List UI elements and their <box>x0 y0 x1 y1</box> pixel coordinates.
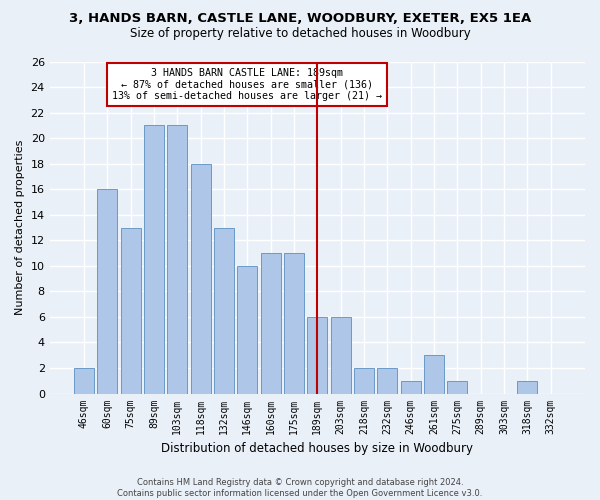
Bar <box>191 164 211 394</box>
Bar <box>517 381 538 394</box>
X-axis label: Distribution of detached houses by size in Woodbury: Distribution of detached houses by size … <box>161 442 473 455</box>
Bar <box>401 381 421 394</box>
Y-axis label: Number of detached properties: Number of detached properties <box>15 140 25 315</box>
Bar <box>261 253 281 394</box>
Text: 3 HANDS BARN CASTLE LANE: 189sqm
← 87% of detached houses are smaller (136)
13% : 3 HANDS BARN CASTLE LANE: 189sqm ← 87% o… <box>112 68 382 101</box>
Bar <box>167 126 187 394</box>
Bar <box>424 355 444 394</box>
Bar <box>121 228 140 394</box>
Bar <box>331 317 350 394</box>
Bar <box>307 317 327 394</box>
Bar <box>74 368 94 394</box>
Text: 3, HANDS BARN, CASTLE LANE, WOODBURY, EXETER, EX5 1EA: 3, HANDS BARN, CASTLE LANE, WOODBURY, EX… <box>69 12 531 26</box>
Bar <box>377 368 397 394</box>
Text: Size of property relative to detached houses in Woodbury: Size of property relative to detached ho… <box>130 28 470 40</box>
Bar <box>144 126 164 394</box>
Bar <box>238 266 257 394</box>
Bar <box>354 368 374 394</box>
Bar <box>97 189 117 394</box>
Text: Contains HM Land Registry data © Crown copyright and database right 2024.
Contai: Contains HM Land Registry data © Crown c… <box>118 478 482 498</box>
Bar <box>448 381 467 394</box>
Bar <box>284 253 304 394</box>
Bar <box>214 228 234 394</box>
